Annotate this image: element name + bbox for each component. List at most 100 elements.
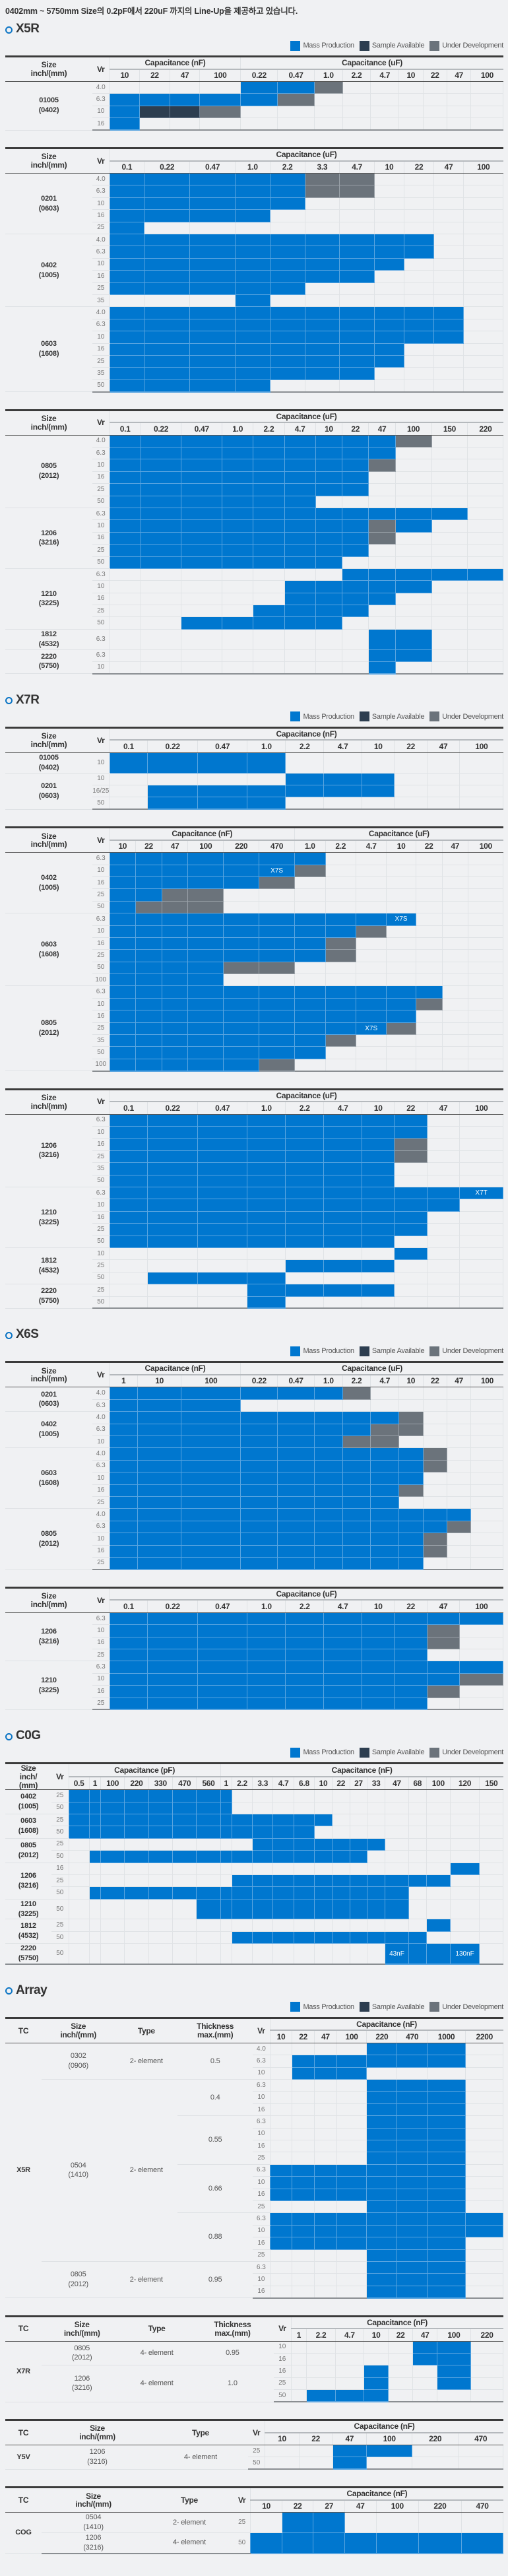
cell-empty bbox=[342, 93, 371, 106]
table-body: X5R 0302 (0906) 2- element 0.5 4.0 6.3 10 0504 (1… bbox=[5, 2043, 504, 2299]
cell-empty bbox=[388, 2389, 414, 2403]
cell-mass-production bbox=[336, 2212, 367, 2226]
cell-mass-production bbox=[366, 2286, 398, 2299]
cell-mass-production bbox=[397, 2212, 428, 2226]
cell-mass-production bbox=[285, 1114, 325, 1127]
cell-empty bbox=[284, 661, 316, 675]
cell-empty bbox=[437, 2389, 471, 2403]
cell-mass-production bbox=[109, 319, 145, 332]
rated-voltage: 16 bbox=[274, 2365, 292, 2378]
cell-empty bbox=[314, 2286, 337, 2299]
cell-empty bbox=[415, 1046, 443, 1059]
column-header-line: (mm) bbox=[18, 1780, 38, 1790]
cell-empty bbox=[470, 1557, 503, 1570]
cell-under-development bbox=[339, 185, 375, 198]
lead-text: 1206 bbox=[41, 529, 57, 537]
capacitance-column-header: 22 bbox=[342, 422, 369, 436]
cell-empty bbox=[398, 1496, 424, 1509]
cell-empty bbox=[231, 1943, 253, 1965]
cell-mass-production bbox=[144, 270, 191, 283]
cell-mass-production bbox=[269, 319, 305, 332]
bullet-ring-icon bbox=[5, 1733, 13, 1740]
header-row: 0.1 0.22 0.47 1.0 2.2 4.7 10 22 47 100 150 220 bbox=[5, 422, 503, 436]
cell-empty bbox=[467, 544, 503, 557]
cell-mass-production bbox=[292, 2237, 315, 2250]
cell-mass-production bbox=[109, 1685, 148, 1698]
cell-mass-production bbox=[189, 380, 236, 393]
cell-mass-production bbox=[247, 797, 286, 810]
cell-mass-production bbox=[220, 1802, 232, 1815]
cell-empty bbox=[395, 459, 432, 472]
cell-mass-production bbox=[323, 1175, 363, 1188]
rated-voltage: 10 bbox=[253, 2176, 270, 2189]
capacitance-column-header: 2200 bbox=[464, 2030, 503, 2043]
cell-empty bbox=[468, 949, 503, 962]
cell-empty bbox=[292, 2261, 315, 2274]
cell-mass-production bbox=[223, 913, 260, 926]
cell-empty bbox=[222, 649, 254, 662]
cell-empty bbox=[395, 661, 432, 675]
capacitance-column-header: 0.47 bbox=[197, 740, 247, 753]
capacitance-column-header: 150 bbox=[479, 1776, 503, 1791]
cell-mass-production bbox=[426, 1943, 451, 1965]
lead-text: 0201 bbox=[41, 194, 57, 203]
table-row: 50 bbox=[5, 496, 503, 508]
cell-empty bbox=[252, 1863, 274, 1875]
rated-voltage: 25 bbox=[92, 282, 110, 295]
table-row: 16/25 bbox=[5, 785, 503, 798]
size-label: 2220 (5750) bbox=[5, 1284, 92, 1309]
cell-empty bbox=[459, 1624, 503, 1637]
table-header: TC Size inch/(mm) Type Thickness max.(mm) Vr Ca… bbox=[5, 2016, 503, 2043]
size-label: 0201 (0603) bbox=[5, 173, 92, 235]
capacitance-column-header: 0.1 bbox=[109, 422, 141, 436]
table-row: 10 bbox=[5, 1199, 503, 1212]
cell-mass-production bbox=[373, 355, 405, 368]
lead-text: (1410) bbox=[68, 2171, 88, 2179]
cell-mass-production bbox=[140, 471, 182, 484]
cell-mass-production bbox=[235, 380, 270, 393]
cell-mass-production bbox=[181, 1472, 241, 1485]
cell-mass-production bbox=[181, 1496, 241, 1509]
cell-mass-production bbox=[394, 1637, 428, 1649]
cell-mass-production bbox=[373, 234, 405, 247]
cell-mass-production bbox=[100, 1850, 125, 1863]
cell-mass-production bbox=[370, 1472, 400, 1485]
cell-mass-production bbox=[313, 1424, 343, 1437]
cell-mass-production bbox=[109, 752, 148, 774]
cell-empty bbox=[304, 282, 340, 295]
column-header: Type bbox=[122, 2315, 191, 2342]
cell-mass-production bbox=[323, 1162, 363, 1175]
cell-mass-production bbox=[259, 985, 296, 999]
cell-empty bbox=[370, 106, 400, 119]
cell-mass-production bbox=[161, 1059, 189, 1072]
table-row: 10 bbox=[5, 998, 503, 1011]
cell-mass-production bbox=[109, 962, 137, 975]
cell-empty bbox=[426, 1698, 460, 1711]
cell-mass-production bbox=[247, 1211, 286, 1224]
lead-text: (2012) bbox=[38, 1029, 59, 1038]
cell-mass-production bbox=[426, 1199, 460, 1212]
cell-mass-production bbox=[247, 1649, 286, 1662]
cell-empty bbox=[463, 173, 503, 186]
cell-mass-production bbox=[161, 962, 189, 975]
cell-mass-production bbox=[187, 985, 224, 999]
table-row: 16 bbox=[5, 532, 503, 545]
cell-empty bbox=[366, 2067, 398, 2080]
cell-under-development bbox=[325, 1034, 356, 1047]
cell-empty bbox=[339, 282, 375, 295]
cell-mass-production bbox=[109, 197, 145, 211]
cell-empty bbox=[349, 1943, 368, 1965]
cell-empty bbox=[470, 1399, 503, 1412]
cell-empty bbox=[323, 1296, 363, 1309]
cell-empty bbox=[460, 2512, 504, 2534]
table-row: 10 bbox=[5, 2128, 504, 2141]
cell-mass-production bbox=[147, 1126, 198, 1139]
cell-mass-production bbox=[144, 173, 191, 186]
table-header: Size inch/(mm) Vr Capacitance (uF) 0.1 0.22 0.… bbox=[5, 147, 503, 174]
cell-mass-production bbox=[196, 1886, 221, 1899]
cell-empty bbox=[457, 2445, 504, 2458]
cell-mass-production bbox=[323, 1685, 363, 1698]
cell-mass-production bbox=[467, 568, 503, 581]
cell-mass-production bbox=[362, 1211, 395, 1224]
cell-mass-production bbox=[247, 1296, 286, 1309]
